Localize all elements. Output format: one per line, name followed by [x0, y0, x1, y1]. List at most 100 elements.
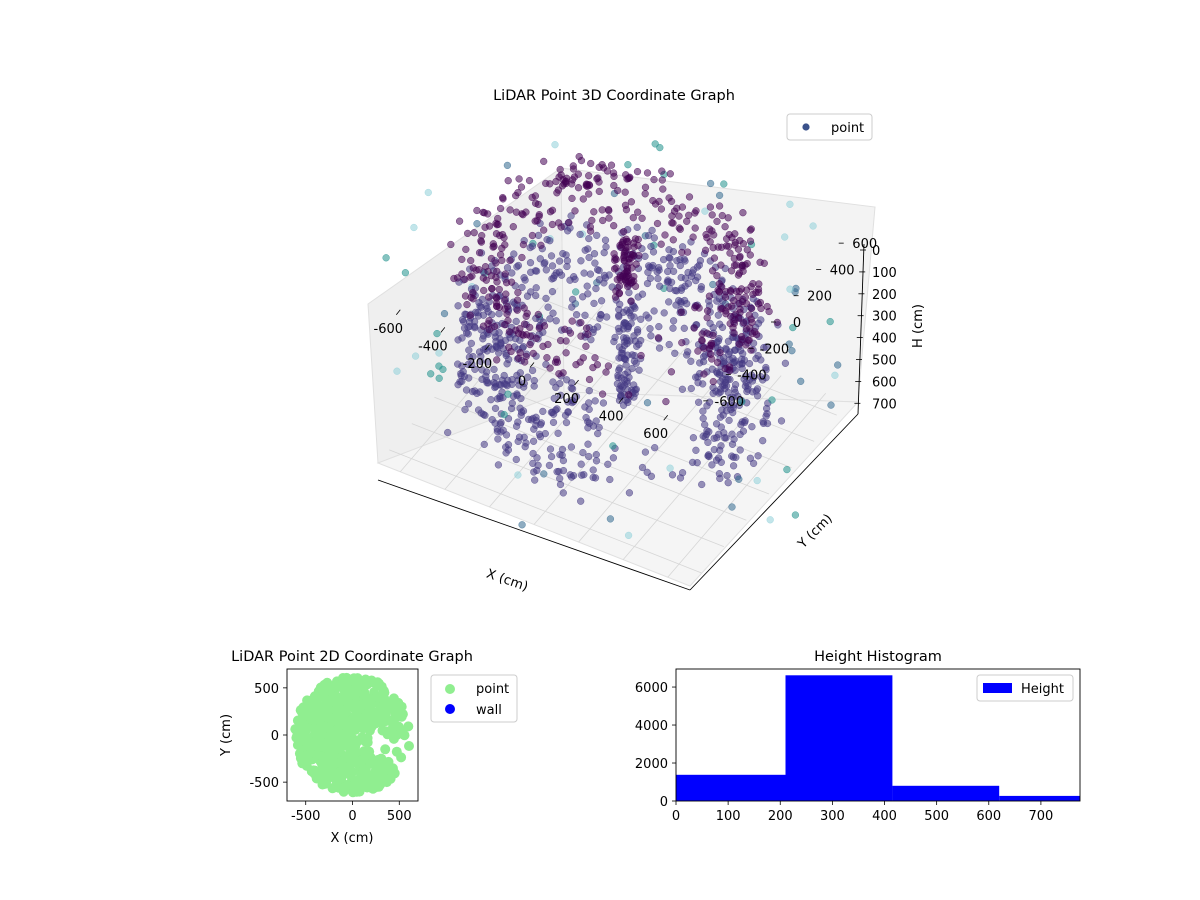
- point-3d: [708, 211, 716, 219]
- point-3d: [521, 443, 529, 451]
- legend-point-marker: [802, 123, 810, 131]
- point-3d: [706, 238, 714, 246]
- x-tick-3d: [574, 379, 579, 386]
- point-3d: [492, 230, 501, 238]
- point-2d: [374, 759, 385, 770]
- point-3d: [714, 454, 723, 462]
- legend-2d[interactable]: point wall: [430, 674, 518, 723]
- point-3d: [498, 230, 507, 239]
- point-3d: [600, 249, 608, 257]
- point-3d: [549, 378, 557, 386]
- point-3d: [492, 259, 500, 267]
- point-3d: [470, 229, 478, 237]
- point-3d: [545, 461, 554, 470]
- y-tick-label-2d: 500: [254, 682, 279, 697]
- x-tick-label-3d: -400: [418, 339, 448, 354]
- point-3d: [493, 221, 501, 229]
- point-3d: [635, 366, 643, 374]
- point-3d: [715, 191, 724, 200]
- point-3d: [482, 276, 490, 284]
- point-3d: [667, 197, 676, 206]
- x-tick-label-3d: -200: [463, 357, 493, 372]
- point-3d: [665, 246, 673, 254]
- point-3d: [616, 364, 624, 372]
- point-3d: [393, 367, 401, 375]
- point-3d: [546, 364, 554, 372]
- point-3d: [689, 434, 698, 442]
- y-tick-label-3d: 0: [793, 316, 801, 331]
- point-3d: [642, 311, 650, 319]
- point-3d: [738, 262, 746, 270]
- point-3d: [458, 255, 466, 264]
- point-3d: [593, 361, 602, 369]
- point-3d: [729, 394, 737, 402]
- point-3d: [723, 471, 731, 480]
- point-3d: [559, 249, 567, 258]
- point-3d: [651, 140, 659, 148]
- point-3d: [722, 235, 731, 243]
- point-2d: [355, 778, 366, 789]
- point-3d: [678, 284, 686, 292]
- point-3d: [530, 425, 538, 433]
- point-3d: [556, 474, 564, 483]
- histogram-bar: [999, 795, 1080, 801]
- point-3d: [666, 170, 674, 178]
- point-3d: [746, 237, 755, 245]
- point-3d: [586, 270, 595, 278]
- point-3d: [494, 461, 503, 469]
- point-3d: [484, 358, 492, 366]
- point-3d: [713, 217, 721, 226]
- legend-histogram[interactable]: Height: [976, 674, 1074, 702]
- point-2d: [312, 705, 323, 716]
- point-3d: [638, 463, 647, 472]
- point-3d: [698, 336, 706, 344]
- point-3d: [555, 257, 564, 265]
- point-3d: [625, 288, 633, 297]
- point-3d: [633, 326, 642, 334]
- point-3d: [834, 361, 842, 369]
- point-3d: [735, 475, 743, 483]
- point-3d: [609, 442, 617, 450]
- point-3d: [738, 418, 746, 426]
- point-3d: [619, 401, 628, 409]
- chart-2d: LiDAR Point 2D Coordinate Graph -500 0 500…: [219, 649, 518, 846]
- point-2d: [347, 750, 358, 761]
- point-3d: [653, 219, 662, 228]
- point-2d: [341, 680, 351, 691]
- point-3d: [624, 161, 632, 169]
- point-3d: [699, 407, 707, 415]
- x-axis-label-2d: X (cm): [331, 831, 374, 846]
- point-3d: [528, 193, 536, 202]
- point-3d: [595, 187, 603, 196]
- point-3d: [580, 269, 588, 277]
- point-3d: [534, 200, 542, 209]
- histogram-frame: [675, 668, 1081, 802]
- point-3d: [670, 207, 679, 215]
- point-2d: [320, 741, 331, 752]
- chart-histogram: Height Histogram 0 100 200 300 400 500 600 7000…: [635, 649, 1081, 824]
- point-3d: [677, 308, 685, 316]
- point-3d: [582, 324, 591, 332]
- point-3d: [665, 340, 673, 349]
- point-2d: [388, 733, 399, 744]
- point-3d: [551, 141, 559, 149]
- point-3d: [510, 250, 518, 258]
- point-3d: [491, 333, 500, 341]
- point-3d: [581, 246, 589, 254]
- point-3d: [694, 347, 702, 355]
- point-3d: [529, 349, 537, 358]
- point-2d: [399, 730, 410, 741]
- point-3d: [783, 465, 791, 474]
- point-2d: [331, 698, 342, 709]
- legend-3d[interactable]: point: [786, 113, 873, 141]
- y-tick-label-3d: 600: [852, 237, 877, 252]
- point-3d: [501, 270, 509, 278]
- point-3d: [638, 290, 647, 298]
- point-3d: [760, 259, 768, 267]
- point-3d: [563, 257, 572, 265]
- point-3d: [461, 275, 469, 284]
- point-3d: [759, 419, 768, 428]
- point-3d: [484, 308, 492, 316]
- point-2d: [330, 681, 341, 692]
- point-3d: [546, 208, 555, 216]
